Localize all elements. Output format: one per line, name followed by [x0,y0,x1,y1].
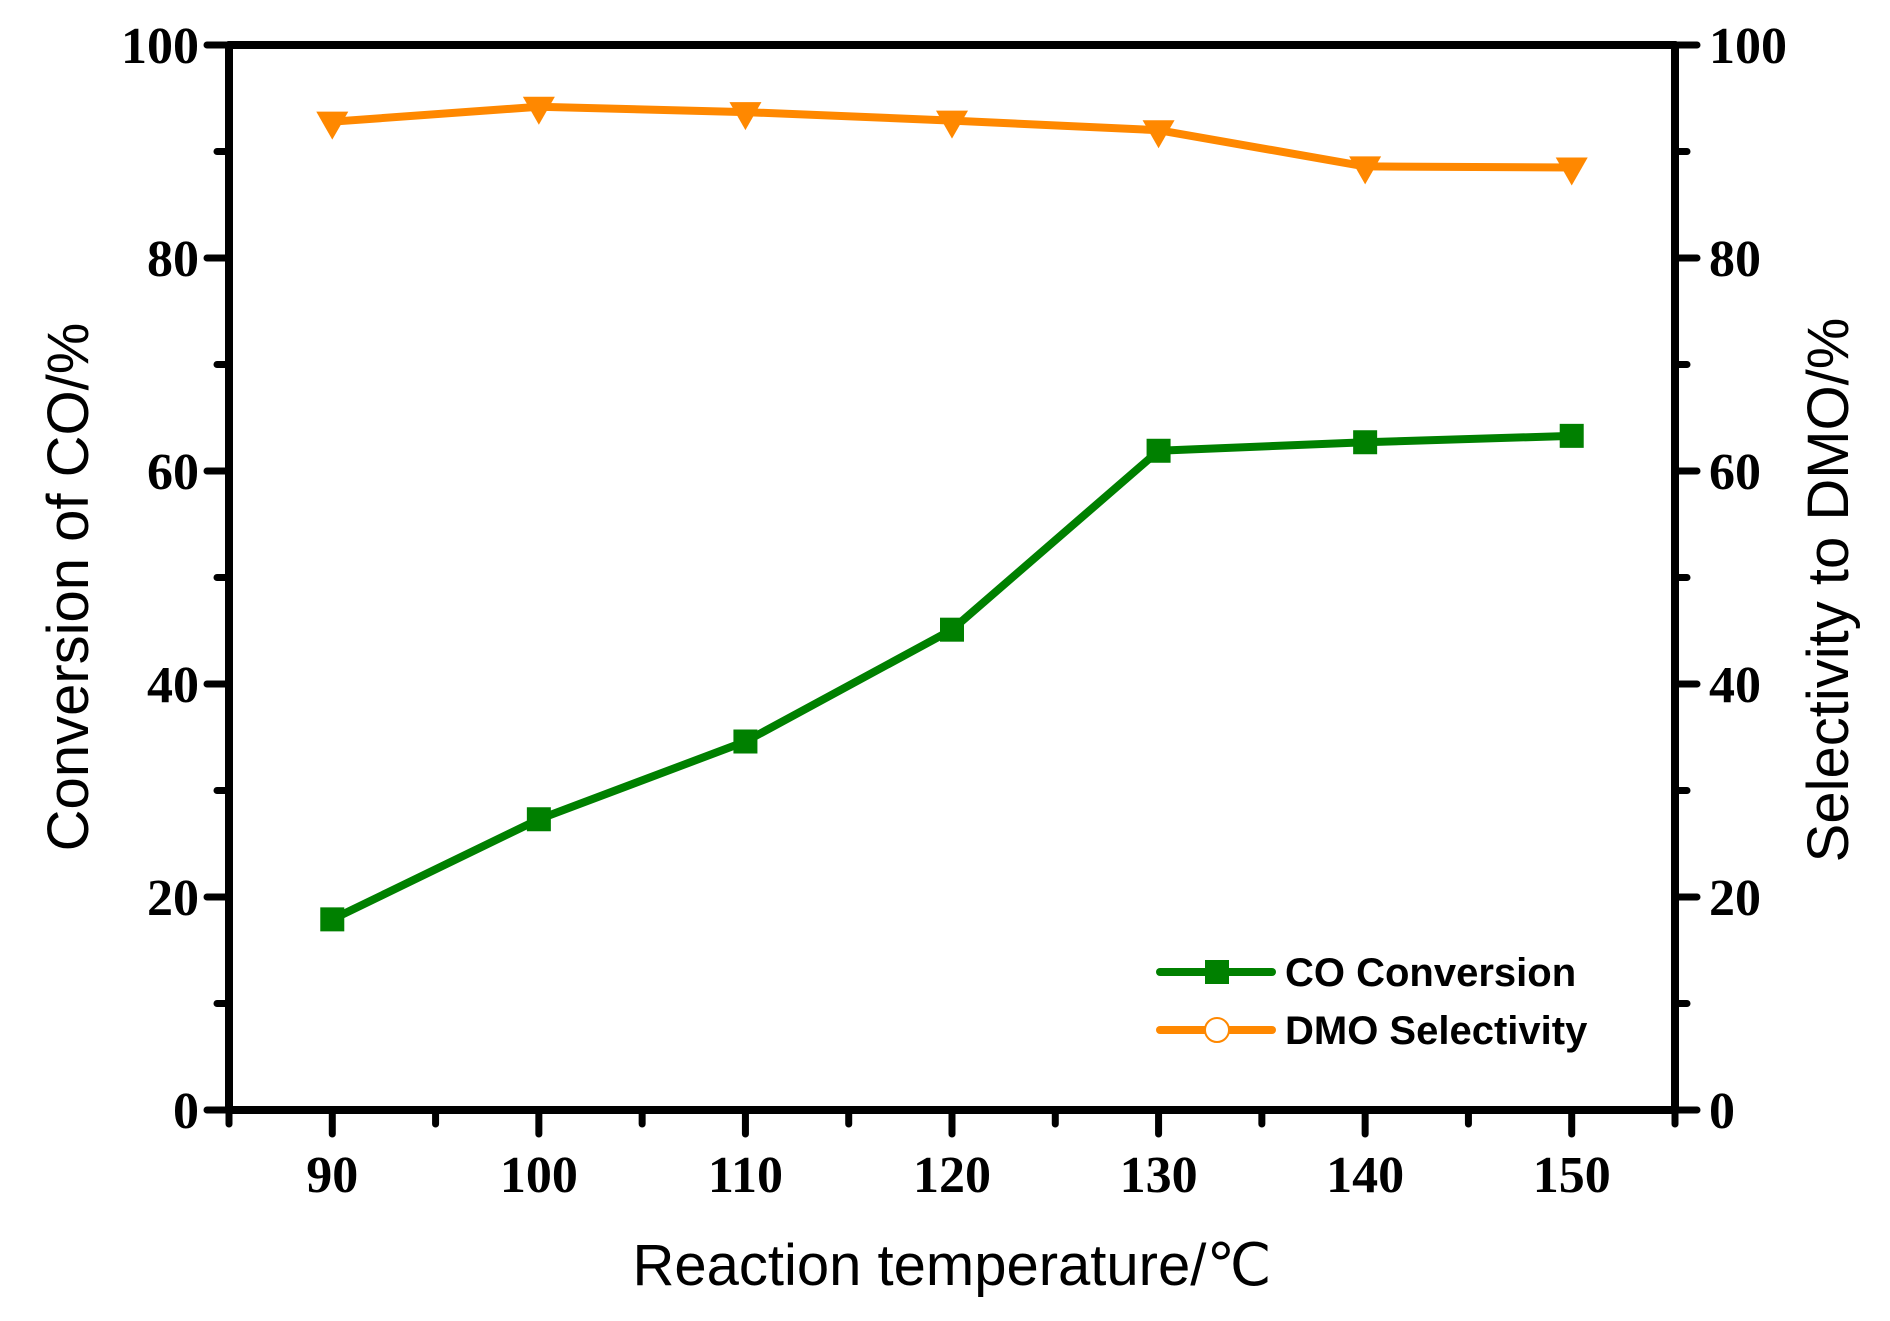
data-point-co-conversion [1353,430,1378,455]
data-point-co-conversion [733,729,758,754]
data-point-dmo-selectivity [729,102,762,131]
data-point-co-conversion [940,617,964,642]
y-right-tick-label: 80 [1709,231,1761,288]
legend-marker-open-circle [1204,1017,1230,1043]
x-tick-label: 90 [306,1147,358,1204]
x-axis-title: Reaction temperature/℃ [633,1233,1272,1298]
y-left-tick-label: 20 [147,870,199,927]
y-axis-title-left: Conversion of CO/% [36,323,101,852]
legend-marker-square [1205,960,1229,984]
data-point-dmo-selectivity [1349,156,1382,185]
y-left-tick-label: 40 [147,657,199,714]
y-right-tick-label: 40 [1709,657,1761,714]
legend: CO Conversion DMO Selectivity [1156,951,1588,1053]
data-point-dmo-selectivity [1142,120,1175,149]
data-point-dmo-selectivity [522,96,555,125]
legend-label-co-conversion: CO Conversion [1285,951,1576,995]
series-line-co-conversion [330,431,1572,923]
data-point-dmo-selectivity [316,111,349,140]
x-tick-label: 100 [500,1147,578,1204]
legend-label-dmo-selectivity: DMO Selectivity [1285,1009,1588,1053]
data-point-dmo-selectivity [1555,157,1588,186]
x-tick-label: 120 [913,1147,991,1204]
y-left-tick-label: 60 [147,444,199,501]
data-point-co-conversion [526,807,551,832]
ticks: 90 100 110 120 130 140 150 0 0 20 20 40 40 60 60 80 80 10… [121,18,1787,1204]
data-point-co-conversion [320,907,345,932]
legend-item-dmo-selectivity: DMO Selectivity [1156,1009,1588,1053]
x-tick-label: 110 [708,1147,783,1204]
data-point-co-conversion [1559,423,1584,448]
y-left-tick-label: 100 [121,18,199,75]
y-right-tick-label: 20 [1709,870,1761,927]
legend-item-co-conversion: CO Conversion [1156,951,1576,995]
data-point-co-conversion [1146,438,1171,463]
y-right-tick-label: 100 [1709,18,1787,75]
data-point-dmo-selectivity [936,110,968,139]
series [316,96,1588,932]
y-right-tick-label: 60 [1709,444,1761,501]
x-tick-label: 140 [1326,1147,1404,1204]
y-left-tick-label: 0 [173,1083,199,1140]
y-left-tick-label: 80 [147,231,199,288]
y-right-tick-label: 0 [1709,1083,1735,1140]
y-axis-title-right: Selectivity to DMO/% [1796,318,1861,863]
x-tick-label: 150 [1533,1147,1611,1204]
x-tick-label: 130 [1120,1147,1198,1204]
